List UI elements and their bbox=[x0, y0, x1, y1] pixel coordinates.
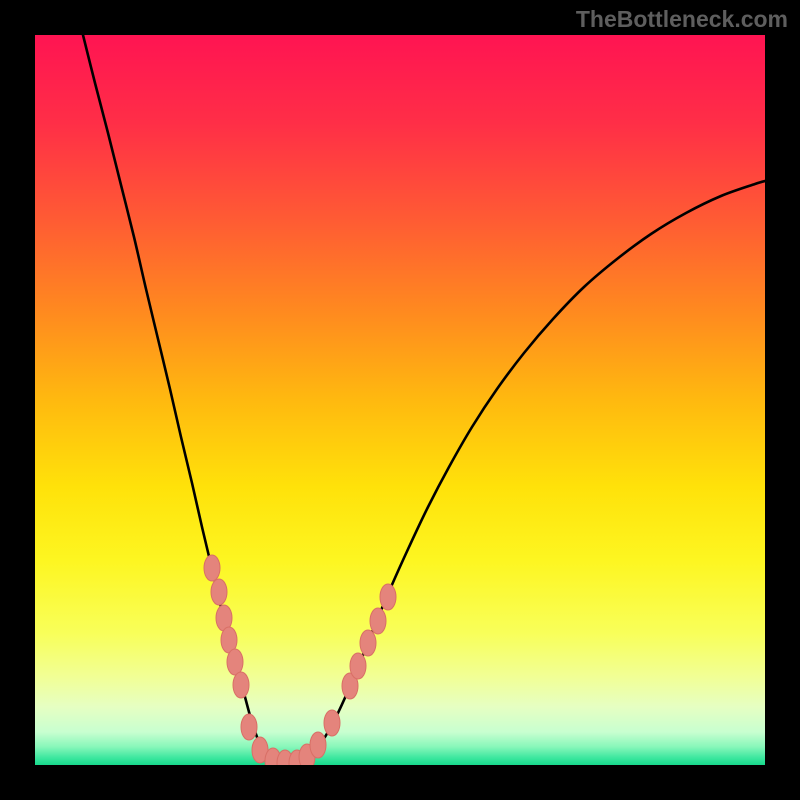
plot-area bbox=[35, 35, 765, 765]
chart-frame: TheBottleneck.com bbox=[0, 0, 800, 800]
gradient-background bbox=[35, 35, 765, 765]
watermark-text: TheBottleneck.com bbox=[576, 6, 788, 33]
